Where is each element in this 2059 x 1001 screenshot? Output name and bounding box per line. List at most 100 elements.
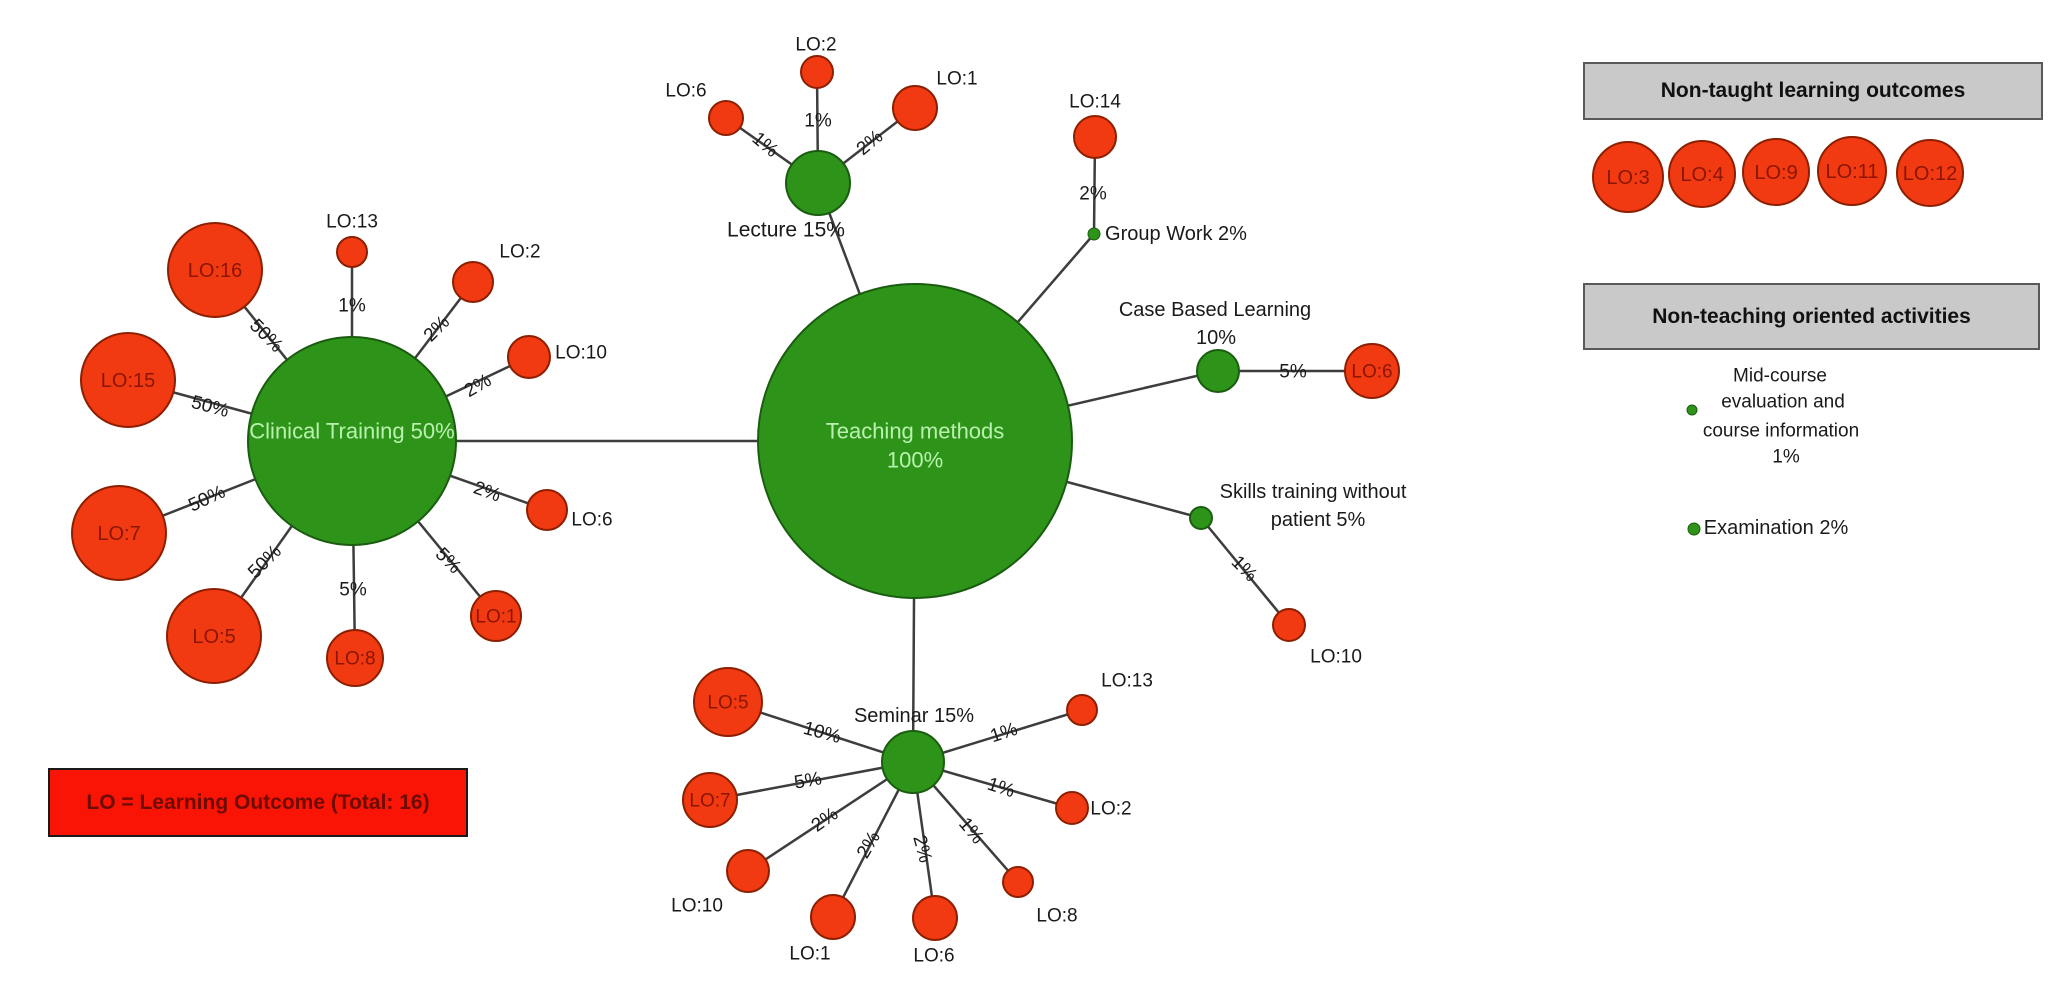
node-lo7-seminar	[682, 772, 738, 828]
label-pct-lo15: 50%	[189, 392, 231, 422]
label-lo8-seminar-label: LO:8	[1036, 906, 1077, 927]
node-lo9-nontaught	[1742, 138, 1810, 206]
label-midcourse-line1: Mid-course	[1733, 366, 1827, 387]
non-teaching-activities-title: Non-teaching oriented activities	[1652, 304, 1971, 328]
node-lo1-clinical	[470, 590, 522, 642]
label-lo15-inside: LO:15	[101, 370, 155, 392]
node-lo8-seminar	[1002, 866, 1034, 898]
node-lo4-nontaught	[1668, 140, 1736, 208]
node-lo5-clinical	[166, 588, 262, 684]
node-lo16-clinical	[167, 222, 263, 318]
label-pct-cbl-lo6: 5%	[1279, 362, 1307, 383]
label-lo2-lecture-label: LO:2	[795, 35, 836, 56]
node-case-based-learning	[1196, 349, 1240, 393]
node-teaching-methods	[757, 283, 1073, 599]
node-lo5-seminar	[693, 667, 763, 737]
label-pct-seminar-lo7: 5%	[793, 768, 824, 793]
node-lo10-seminar	[726, 849, 770, 893]
label-lo2-seminar-label: LO:2	[1090, 799, 1131, 820]
node-lo13-seminar	[1066, 694, 1098, 726]
label-examination: Examination 2%	[1704, 517, 1849, 539]
label-lo5-seminar-inside: LO:5	[707, 693, 748, 714]
label-teaching-methods-line1: Teaching methods	[826, 419, 1005, 444]
label-lo1-inside: LO:1	[475, 607, 516, 628]
node-lo7-clinical	[71, 485, 167, 581]
node-seminar	[881, 730, 945, 794]
label-midcourse-line4: 1%	[1772, 447, 1800, 468]
label-lo7-inside: LO:7	[97, 523, 140, 545]
label-pct-seminar-lo2: 1%	[985, 774, 1018, 802]
label-pct-lo2-clinical: 2%	[420, 312, 454, 346]
label-pct-lo6-lecture: 1%	[748, 128, 783, 162]
edge-skills-lo10	[1200, 517, 1290, 626]
label-lo4-inside: LO:4	[1680, 164, 1723, 186]
edge-seminar-lo10	[747, 760, 914, 873]
label-lo1-seminar-label: LO:1	[789, 944, 830, 965]
label-lo5-inside: LO:5	[192, 626, 235, 648]
node-lo6-clinical	[526, 489, 568, 531]
node-lo3-nontaught	[1592, 141, 1664, 213]
non-taught-outcomes-title: Non-taught learning outcomes	[1660, 79, 1966, 102]
label-lo12-inside: LO:12	[1903, 163, 1957, 185]
label-lo6-lecture-label: LO:6	[665, 81, 706, 102]
label-midcourse-line2: evaluation and	[1721, 392, 1845, 413]
node-lo6-lecture	[708, 100, 744, 136]
label-lo7-seminar-inside: LO:7	[689, 791, 730, 812]
label-seminar: Seminar 15%	[854, 705, 974, 727]
non-taught-outcomes-header: Non-taught learning outcomes	[1583, 62, 2043, 120]
label-skills-line2: patient 5%	[1271, 509, 1366, 531]
node-lecture	[785, 150, 851, 216]
label-lo1-lecture-label: LO:1	[936, 69, 977, 90]
node-lo10-skills	[1272, 608, 1306, 642]
non-teaching-activities-header: Non-teaching oriented activities	[1583, 283, 2040, 350]
label-lo10-seminar-label: LO:10	[671, 896, 723, 917]
label-teaching-methods-line2: 100%	[887, 448, 943, 473]
edge-seminar-lo7	[709, 760, 914, 802]
label-lo16-inside: LO:16	[188, 260, 242, 282]
label-pct-lo1-lecture: 2%	[853, 126, 888, 160]
label-cbl-line2: 10%	[1196, 327, 1236, 349]
label-pct-lo6-clinical: 2%	[471, 477, 504, 506]
label-lo9-inside: LO:9	[1754, 162, 1797, 184]
node-skills-training-dot	[1189, 506, 1213, 530]
node-lo1-lecture	[892, 85, 938, 131]
node-clinical-training	[247, 336, 457, 546]
node-lo6-seminar	[912, 895, 958, 941]
label-pct-seminar-lo13: 1%	[988, 719, 1021, 747]
label-lo8-inside: LO:8	[334, 649, 375, 670]
label-pct-seminar-lo1: 2%	[853, 828, 885, 862]
label-lo6-cbl-inside: LO:6	[1351, 362, 1392, 383]
label-pct-seminar-lo6: 2%	[908, 833, 935, 865]
node-mid-course-dot	[1686, 404, 1698, 416]
label-lo11-inside: LO:11	[1826, 161, 1879, 183]
label-lecture: Lecture 15%	[727, 219, 845, 242]
label-group-work: Group Work 2%	[1105, 223, 1247, 245]
node-lo13-clinical	[336, 236, 368, 268]
node-lo11-nontaught	[1817, 136, 1887, 206]
node-lo2-seminar	[1055, 791, 1089, 825]
node-lo8-clinical	[326, 629, 384, 687]
node-lo2-clinical	[452, 261, 494, 303]
label-lo2-clinical-label: LO:2	[499, 242, 540, 263]
node-lo14-groupwork	[1073, 115, 1117, 159]
label-lo3-inside: LO:3	[1606, 167, 1649, 189]
label-lo14-label: LO:14	[1069, 92, 1121, 113]
label-lo13-clinical-label: LO:13	[326, 212, 378, 233]
node-lo2-lecture	[800, 55, 834, 89]
label-pct-lo2-lecture: 1%	[804, 111, 832, 132]
node-examination-dot	[1687, 522, 1701, 536]
label-pct-lo14: 2%	[1079, 184, 1107, 205]
label-lo10-clinical-label: LO:10	[555, 343, 607, 364]
label-lo6-clinical-label: LO:6	[571, 510, 612, 531]
node-lo10-clinical	[507, 335, 551, 379]
node-lo1-seminar	[810, 894, 856, 940]
node-group-work-dot	[1087, 227, 1101, 241]
label-pct-lo13-clinical: 1%	[338, 296, 366, 317]
node-lo12-nontaught	[1896, 139, 1964, 207]
legend-box: LO = Learning Outcome (Total: 16)	[48, 768, 468, 837]
label-lo10-skills-label: LO:10	[1310, 647, 1362, 668]
label-pct-seminar-lo5: 10%	[801, 718, 843, 748]
label-skills-line1: Skills training without	[1220, 481, 1407, 503]
